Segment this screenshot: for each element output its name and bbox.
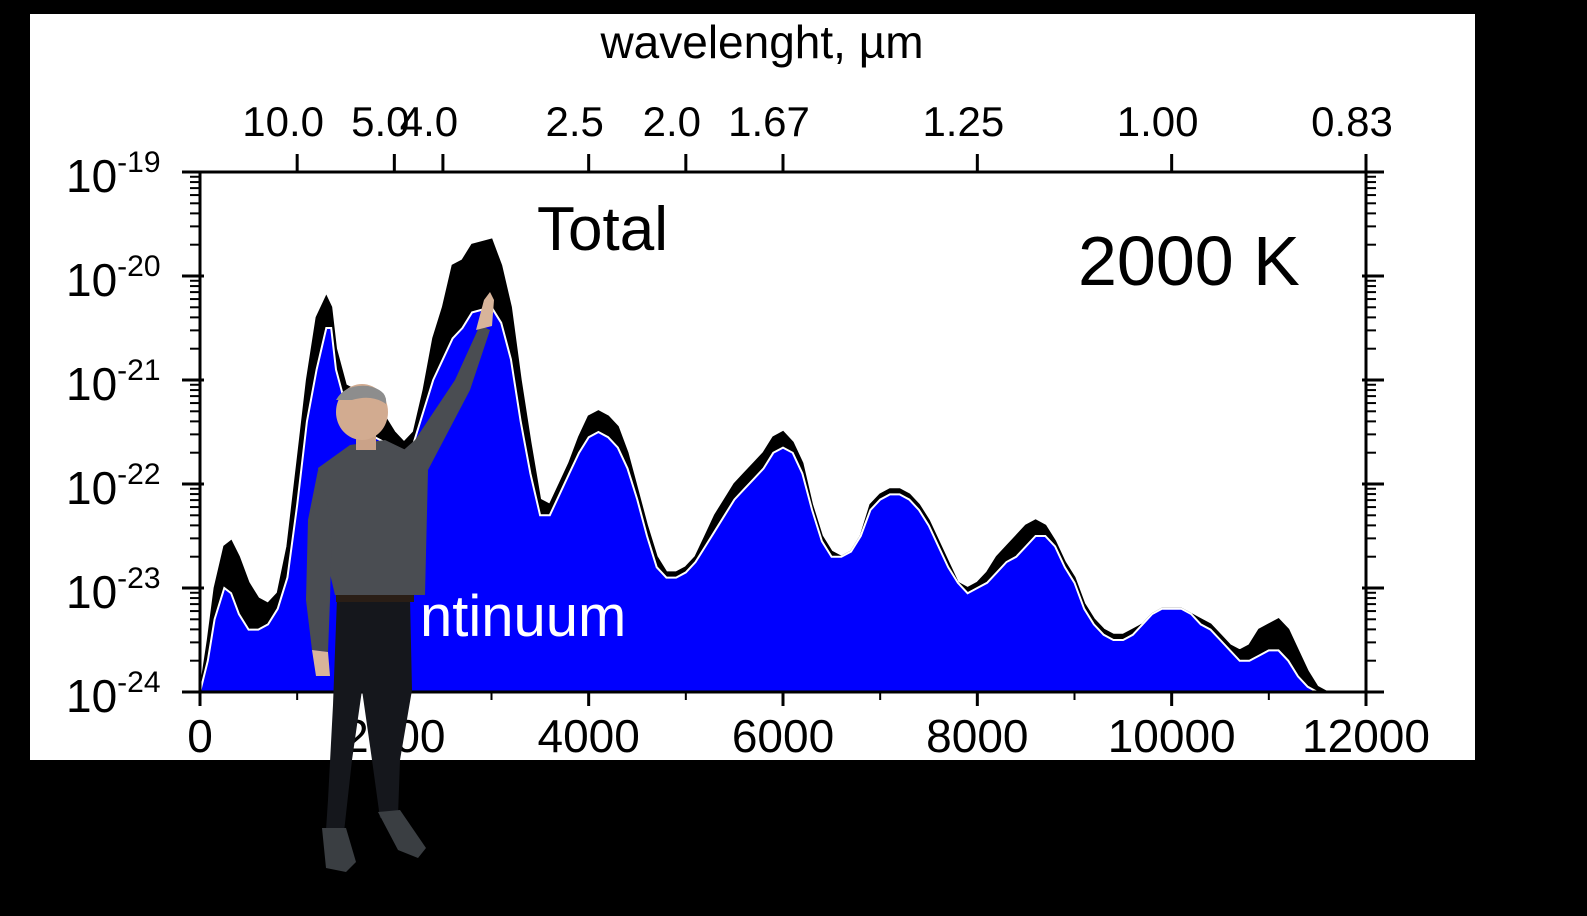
x-tick-label: 10000: [1108, 710, 1236, 762]
y-tick-label: 10-22: [66, 458, 161, 514]
x-tick-label: 8000: [926, 710, 1028, 762]
x-tick-label: 0: [187, 710, 213, 762]
x-tick-label: 12000: [1302, 710, 1430, 762]
top-tick-label: 10.0: [242, 98, 324, 145]
person-pointing-icon: [306, 292, 494, 872]
top-tick-label: 2.5: [545, 98, 603, 145]
continuum-label: ntinuum: [420, 584, 626, 649]
temperature-label: 2000 K: [1078, 222, 1300, 300]
series-area-continuum: [198, 306, 1347, 693]
top-tick-label: 1.67: [728, 98, 810, 145]
x-tick-label: 4000: [537, 710, 639, 762]
y-tick-label: 10-21: [66, 354, 161, 410]
x-tick-label: 6000: [732, 710, 834, 762]
top-axis-title: wavelenght, µm: [599, 16, 923, 68]
top-tick-label: 5.0: [351, 98, 409, 145]
total-label: Total: [537, 195, 668, 264]
top-tick-label: 0.83: [1311, 98, 1393, 145]
ticks-layer: 02000400060008000100001200010.05.04.02.5…: [66, 98, 1430, 762]
top-tick-label: 2.0: [643, 98, 701, 145]
y-tick-label: 10-19: [66, 146, 161, 202]
y-tick-label: 10-20: [66, 250, 161, 306]
series-layer: [198, 238, 1347, 693]
top-tick-label: 4.0: [400, 98, 458, 145]
top-tick-label: 1.25: [922, 98, 1004, 145]
top-tick-label: 1.00: [1117, 98, 1199, 145]
y-tick-label: 10-24: [66, 666, 161, 722]
y-tick-label: 10-23: [66, 562, 161, 618]
